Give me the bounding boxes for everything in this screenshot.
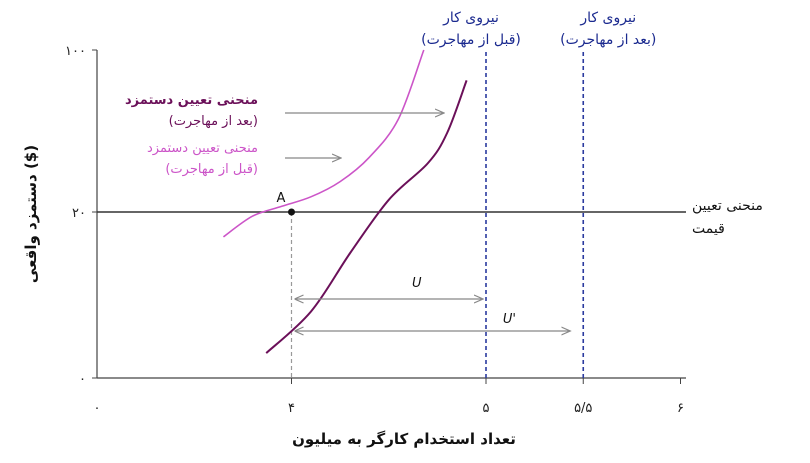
- x-tick-label: ۶: [677, 401, 684, 416]
- x-tick-label: ۴: [288, 401, 295, 416]
- y-tick-label: ۲۰: [72, 206, 86, 221]
- unemployment-u-prime-label: U': [503, 312, 516, 327]
- labor-force-after-label-line2: (بعد از مهاجرت): [560, 32, 656, 48]
- x-axis-title: تعداد استخدام کارگر به میلیون: [292, 430, 516, 448]
- x-tick-group: ۰ ۴ ۵ ۵/۵ ۶: [94, 378, 684, 416]
- x-tick-label: ۵/۵: [574, 401, 592, 416]
- wage-setting-curve-before: [222, 49, 425, 238]
- price-setting-curve-label-line2: قیمت: [692, 221, 725, 237]
- wage-setting-curve-after: [265, 80, 468, 354]
- point-a-marker: [288, 208, 295, 216]
- y-axis-title: دستمزد واقعی ($): [22, 145, 40, 283]
- price-setting-curve-label-line1: منحنی تعیین: [692, 198, 763, 214]
- wsc-before-label-line2: (قبل از مهاجرت): [165, 162, 258, 177]
- x-tick-label: ۵: [483, 401, 490, 416]
- unemployment-u-label: U: [412, 276, 422, 291]
- y-tick-label: ۰: [79, 372, 86, 387]
- labor-force-before-label-line2: (قبل از مهاجرت): [421, 32, 521, 48]
- y-tick-group: ۰ ۲۰ ۱۰۰: [65, 44, 97, 387]
- wsc-after-label-line2: (بعد از مهاجرت): [169, 114, 258, 129]
- point-a-label: A: [277, 191, 286, 206]
- wsc-before-label-line1: منحنی تعیین دستمزد: [147, 141, 258, 156]
- labor-force-before-label-line1: نیروی کار: [442, 10, 499, 26]
- x-tick-label: ۰: [94, 401, 101, 416]
- wsc-after-label-line1: منحنی تعیین دستمزد: [125, 93, 258, 108]
- y-tick-label: ۱۰۰: [65, 44, 86, 59]
- labor-force-after-label-line1: نیروی کار: [579, 10, 636, 26]
